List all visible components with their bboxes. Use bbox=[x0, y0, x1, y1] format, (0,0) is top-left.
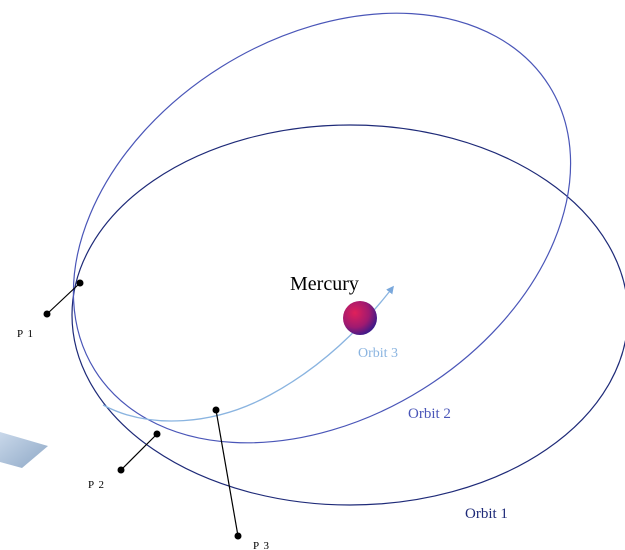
panel bbox=[0, 432, 48, 468]
p2-end bbox=[117, 466, 125, 474]
orbit-3-label: Orbit 3 bbox=[358, 346, 398, 361]
p2-dot bbox=[153, 430, 161, 438]
p1-line bbox=[46, 282, 81, 315]
orbit-2-label: Orbit 2 bbox=[408, 406, 451, 422]
p3-end bbox=[234, 532, 242, 540]
pointers bbox=[46, 282, 239, 537]
point-label: P 3 bbox=[253, 540, 270, 550]
mercury bbox=[343, 301, 377, 335]
p1-end bbox=[43, 310, 51, 318]
planet-label: Mercury bbox=[290, 273, 359, 295]
orbit-2 bbox=[72, 12, 572, 444]
orbit-1 bbox=[71, 124, 625, 506]
orbit-1-label: Orbit 1 bbox=[465, 506, 508, 522]
p2-line bbox=[120, 433, 158, 471]
dots bbox=[43, 279, 242, 540]
p1-dot bbox=[76, 279, 84, 287]
point-label: P 2 bbox=[88, 479, 105, 491]
p3-dot bbox=[212, 406, 220, 414]
point-label: P 1 bbox=[17, 328, 34, 340]
p3-line bbox=[215, 409, 239, 537]
